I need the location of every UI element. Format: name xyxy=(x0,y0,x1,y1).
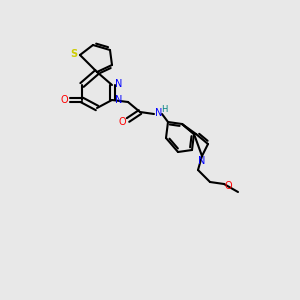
Text: N: N xyxy=(155,108,163,118)
Text: O: O xyxy=(118,117,126,127)
Text: O: O xyxy=(60,95,68,105)
Text: N: N xyxy=(198,156,206,166)
Text: N: N xyxy=(115,95,123,105)
Text: H: H xyxy=(161,104,167,113)
Text: O: O xyxy=(224,181,232,191)
Text: N: N xyxy=(115,79,123,89)
Text: S: S xyxy=(70,49,78,59)
